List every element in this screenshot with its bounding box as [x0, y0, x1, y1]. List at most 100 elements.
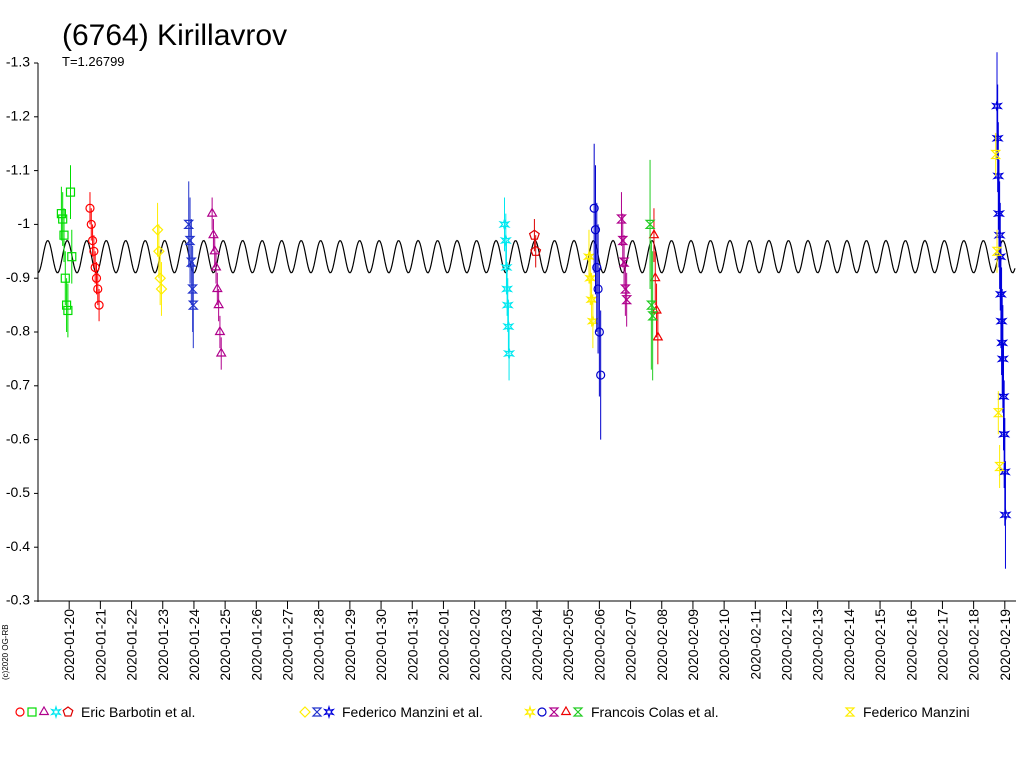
- marker: [528, 229, 540, 240]
- y-tick-label: -0.3: [6, 592, 30, 608]
- marker: [594, 327, 604, 337]
- marker: [38, 705, 50, 716]
- marker: [56, 209, 66, 219]
- credit: (c)2020 OG-RB: [1, 624, 10, 680]
- marker: [206, 207, 218, 217]
- x-tick-label: 2020-02-12: [779, 609, 795, 681]
- x-tick-label: 2020-01-31: [404, 609, 420, 681]
- marker: [211, 282, 223, 293]
- x-tick-label: 2020-02-03: [498, 609, 514, 681]
- x-tick-label: 2020-01-26: [248, 609, 264, 681]
- marker: [997, 389, 1010, 404]
- marker: [85, 203, 95, 213]
- y-tick-label: -0.4: [6, 538, 30, 554]
- marker: [155, 283, 168, 295]
- x-tick-label: 2020-02-10: [716, 609, 732, 681]
- marker: [990, 149, 1002, 160]
- x-tick-label: 2020-02-04: [529, 609, 545, 681]
- x-tick-label: 2020-01-23: [155, 609, 171, 681]
- marker: [998, 464, 1011, 479]
- marker: [585, 292, 598, 307]
- marker: [994, 249, 1007, 264]
- x-tick-label: 2020-02-18: [966, 609, 982, 681]
- x-tick-label: 2020-01-25: [217, 609, 233, 681]
- y-tick-label: -0.8: [6, 323, 30, 339]
- marker: [208, 229, 219, 239]
- marker: [996, 351, 1009, 366]
- marker: [523, 704, 537, 720]
- marker: [187, 284, 199, 294]
- x-tick-label: 2020-02-16: [903, 609, 919, 681]
- y-tick-label: -1: [18, 215, 31, 231]
- y-tick-label: -0.9: [6, 269, 30, 285]
- y-tick-label: -0.7: [6, 377, 30, 393]
- marker: [213, 298, 225, 309]
- marker: [990, 98, 1004, 114]
- marker: [322, 704, 336, 720]
- marker: [648, 229, 660, 239]
- y-tick-label: -0.6: [6, 430, 30, 446]
- y-tick-label: -1.1: [6, 161, 30, 177]
- marker: [500, 260, 513, 275]
- marker: [537, 707, 547, 717]
- x-tick-label: 2020-02-09: [685, 609, 701, 681]
- marker: [997, 427, 1011, 442]
- marker: [502, 319, 515, 334]
- marker: [209, 245, 221, 255]
- x-tick-label: 2020-02-08: [654, 609, 670, 681]
- marker: [498, 217, 511, 232]
- marker: [61, 300, 72, 310]
- marker: [994, 287, 1007, 302]
- marker: [86, 219, 96, 229]
- x-tick-label: 2020-01-20: [61, 609, 77, 681]
- chart-subtitle: T=1.26799: [62, 54, 125, 69]
- marker: [501, 298, 514, 313]
- marker: [992, 408, 1004, 418]
- x-tick-label: 2020-02-02: [467, 609, 483, 681]
- x-tick-label: 2020-01-27: [280, 609, 296, 681]
- x-tick-label: 2020-02-01: [435, 609, 451, 681]
- marker: [91, 273, 102, 283]
- marker: [596, 370, 606, 380]
- marker: [62, 706, 74, 717]
- marker: [844, 707, 856, 717]
- marker: [299, 706, 311, 718]
- marker: [67, 252, 77, 262]
- marker: [996, 335, 1009, 350]
- marker: [995, 314, 1008, 329]
- marker: [89, 246, 99, 256]
- marker: [49, 704, 63, 720]
- marker: [215, 347, 227, 357]
- marker: [652, 331, 664, 341]
- legend-label: Federico Manzini et al.: [342, 704, 483, 720]
- x-tick-label: 2020-02-05: [560, 609, 576, 681]
- marker: [501, 281, 514, 297]
- x-tick-label: 2020-01-29: [342, 609, 358, 681]
- y-tick-label: -1.2: [6, 108, 30, 124]
- marker: [992, 168, 1005, 184]
- marker: [151, 223, 164, 236]
- marker: [153, 245, 165, 258]
- marker: [502, 346, 516, 361]
- marker: [94, 300, 104, 310]
- x-tick-label: 2020-02-07: [623, 609, 639, 681]
- marker: [590, 225, 601, 235]
- marker: [65, 187, 76, 197]
- x-tick-label: 2020-02-19: [997, 609, 1013, 681]
- marker: [58, 214, 68, 224]
- marker: [27, 707, 37, 717]
- y-tick-label: -1.3: [6, 54, 30, 70]
- marker: [60, 273, 70, 283]
- x-tick-label: 2020-02-15: [872, 609, 888, 681]
- marker: [15, 707, 25, 717]
- x-tick-label: 2020-02-06: [591, 609, 607, 681]
- x-tick-label: 2020-02-13: [810, 609, 826, 681]
- marker: [993, 228, 1006, 243]
- marker: [999, 507, 1012, 522]
- y-tick-label: -0.5: [6, 484, 30, 500]
- marker: [560, 705, 572, 716]
- chart-title: (6764) Kirillavrov: [62, 19, 287, 52]
- marker: [582, 249, 596, 264]
- x-tick-label: 2020-01-22: [124, 609, 140, 681]
- x-tick-label: 2020-02-14: [841, 609, 857, 681]
